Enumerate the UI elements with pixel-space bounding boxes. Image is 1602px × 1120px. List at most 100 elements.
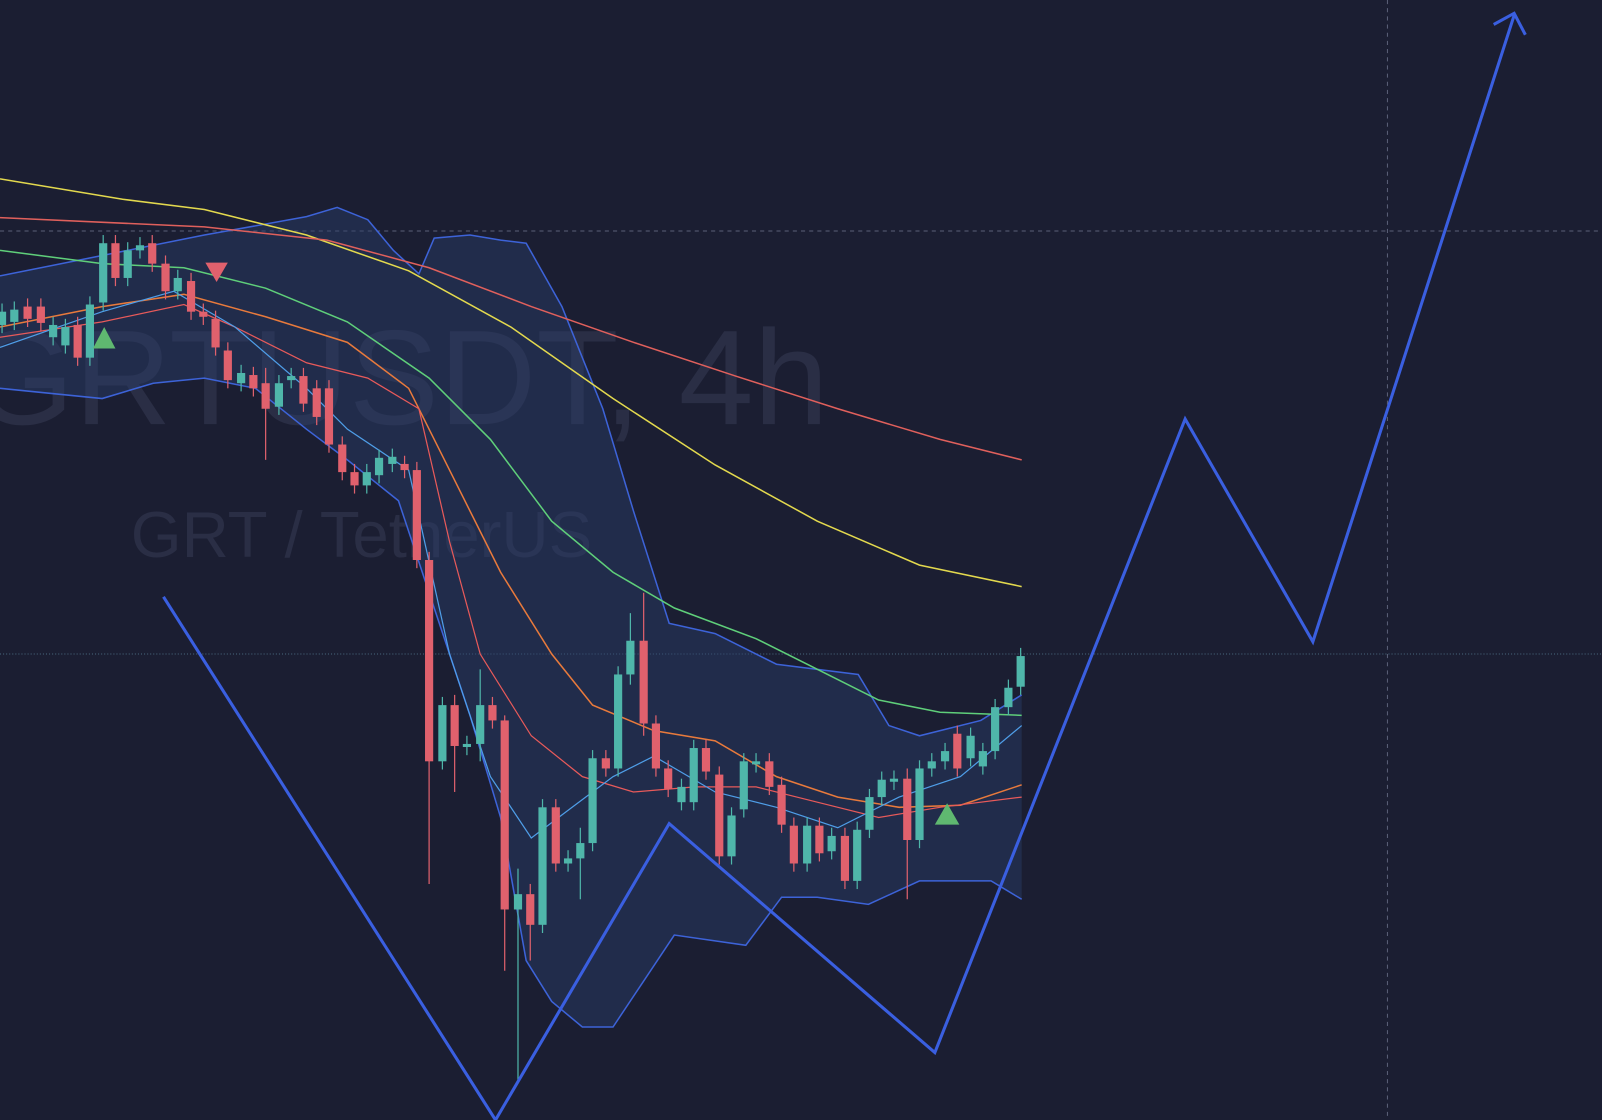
candle-body [815,825,824,854]
candle-body [715,774,724,857]
candle-body [789,825,798,864]
candle-body [36,306,45,323]
candle-body [274,383,284,407]
candle-body [889,778,899,782]
candle-body [412,470,421,560]
candle-body [49,324,58,338]
candle-body [677,786,686,803]
candle-body [639,640,648,724]
ma-red [0,216,1022,461]
candle-body [915,768,924,840]
candle-body [689,748,698,803]
arrow-head [1492,11,1527,36]
ma-thin-red [0,303,1022,819]
candle-body [1004,687,1013,708]
candle-body [877,779,886,798]
candle-body [148,243,157,264]
ma-blue [0,290,1023,839]
candle-body [751,761,761,765]
candle-body [614,674,623,769]
candle-body [865,797,874,830]
candle-body [526,894,535,925]
candle-body [476,705,485,744]
candle-body [827,835,836,852]
candle-body [23,306,32,319]
candle-body [123,250,132,278]
candle-body [991,707,1000,752]
candle-body [312,388,321,417]
candle-body [500,720,509,910]
candle-body [299,376,308,404]
bollinger-upper [0,206,1023,737]
candle-body [488,705,497,721]
candle-body [324,388,334,445]
candle-body [85,304,94,358]
candle-body [99,243,108,303]
symbol-watermark: GRTUSDT, 4h [0,302,829,453]
ma-yellow [0,178,1022,588]
candle-body [664,768,673,789]
candle-body [588,758,597,844]
candle-body [438,705,447,762]
candle-body [211,318,220,348]
candle-body [853,829,862,881]
candle-body [626,640,635,675]
candle-body [173,277,182,292]
candle-body [462,743,471,748]
candle-body [727,815,736,857]
candle-body [651,723,661,769]
candle-body [1016,656,1025,687]
candle-body [350,472,359,486]
candle-body [551,807,560,864]
zigzag-drawing [162,14,1516,1120]
bollinger-fill [0,207,1022,1028]
candle-body [223,350,232,381]
candle-body [111,243,120,278]
buy-signal [92,327,116,349]
candle-body [161,263,170,292]
candle-body [978,751,987,767]
candle-body [803,825,812,864]
candle-body [61,327,70,346]
candle-body [601,758,610,769]
candle-body [400,463,409,471]
candle-body [249,375,258,389]
sell-signal [205,262,228,283]
candles [0,235,1025,1084]
candle-body [701,748,711,772]
candle-body [576,843,585,859]
candle-body [765,761,774,787]
candle-body [199,311,208,317]
bollinger-lower [0,377,1023,1028]
candle-body [966,735,975,759]
candle-body [953,733,962,769]
candle-body [73,324,82,358]
ma-green [0,249,1022,717]
candle-body [927,761,936,769]
candle-body [287,376,296,381]
buy-signal [934,803,960,825]
candle-body [563,858,573,864]
candle-body [450,705,459,746]
candle-body [903,778,912,840]
candle-body [388,456,397,464]
candle-body [237,372,246,384]
candle-body [940,751,950,762]
candle-body [261,383,270,409]
candle-body [186,281,196,312]
candle-body [840,835,850,881]
description-watermark: GRT / TetherUS [131,498,592,571]
candle-body [338,444,347,473]
ma-orange [0,293,1022,809]
candle-body [135,245,145,251]
candle-body [513,894,523,910]
candle-body [374,457,384,476]
candle-body [10,309,19,322]
candle-body [777,784,786,825]
candle-body [425,560,434,762]
candle-body [362,472,371,486]
candle-body [0,311,7,325]
candle-body [739,761,748,810]
